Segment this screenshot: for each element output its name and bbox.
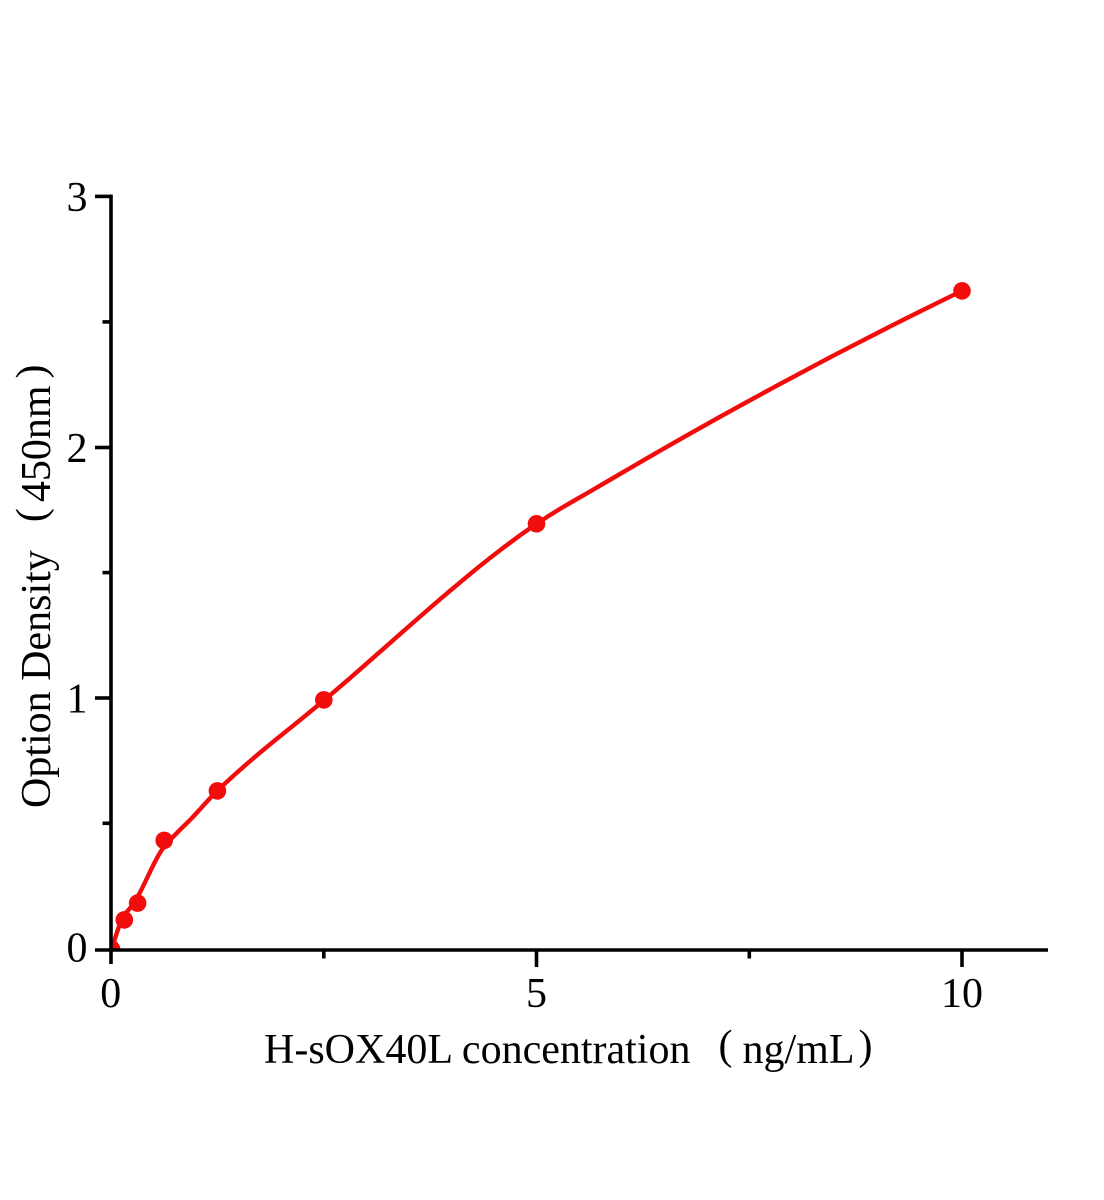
svg-text:5: 5 — [526, 971, 547, 1017]
svg-text:3: 3 — [67, 175, 88, 221]
svg-text:2: 2 — [67, 426, 88, 472]
svg-text:0: 0 — [100, 971, 121, 1017]
svg-text:Option Density(450nm): Option Density(450nm) — [9, 365, 60, 809]
svg-text:H-sOX40L concentration(ng/mL): H-sOX40L concentration(ng/mL) — [264, 1023, 872, 1073]
svg-text:0: 0 — [67, 926, 88, 972]
svg-text:1: 1 — [67, 677, 88, 723]
svg-text:10: 10 — [941, 971, 983, 1017]
